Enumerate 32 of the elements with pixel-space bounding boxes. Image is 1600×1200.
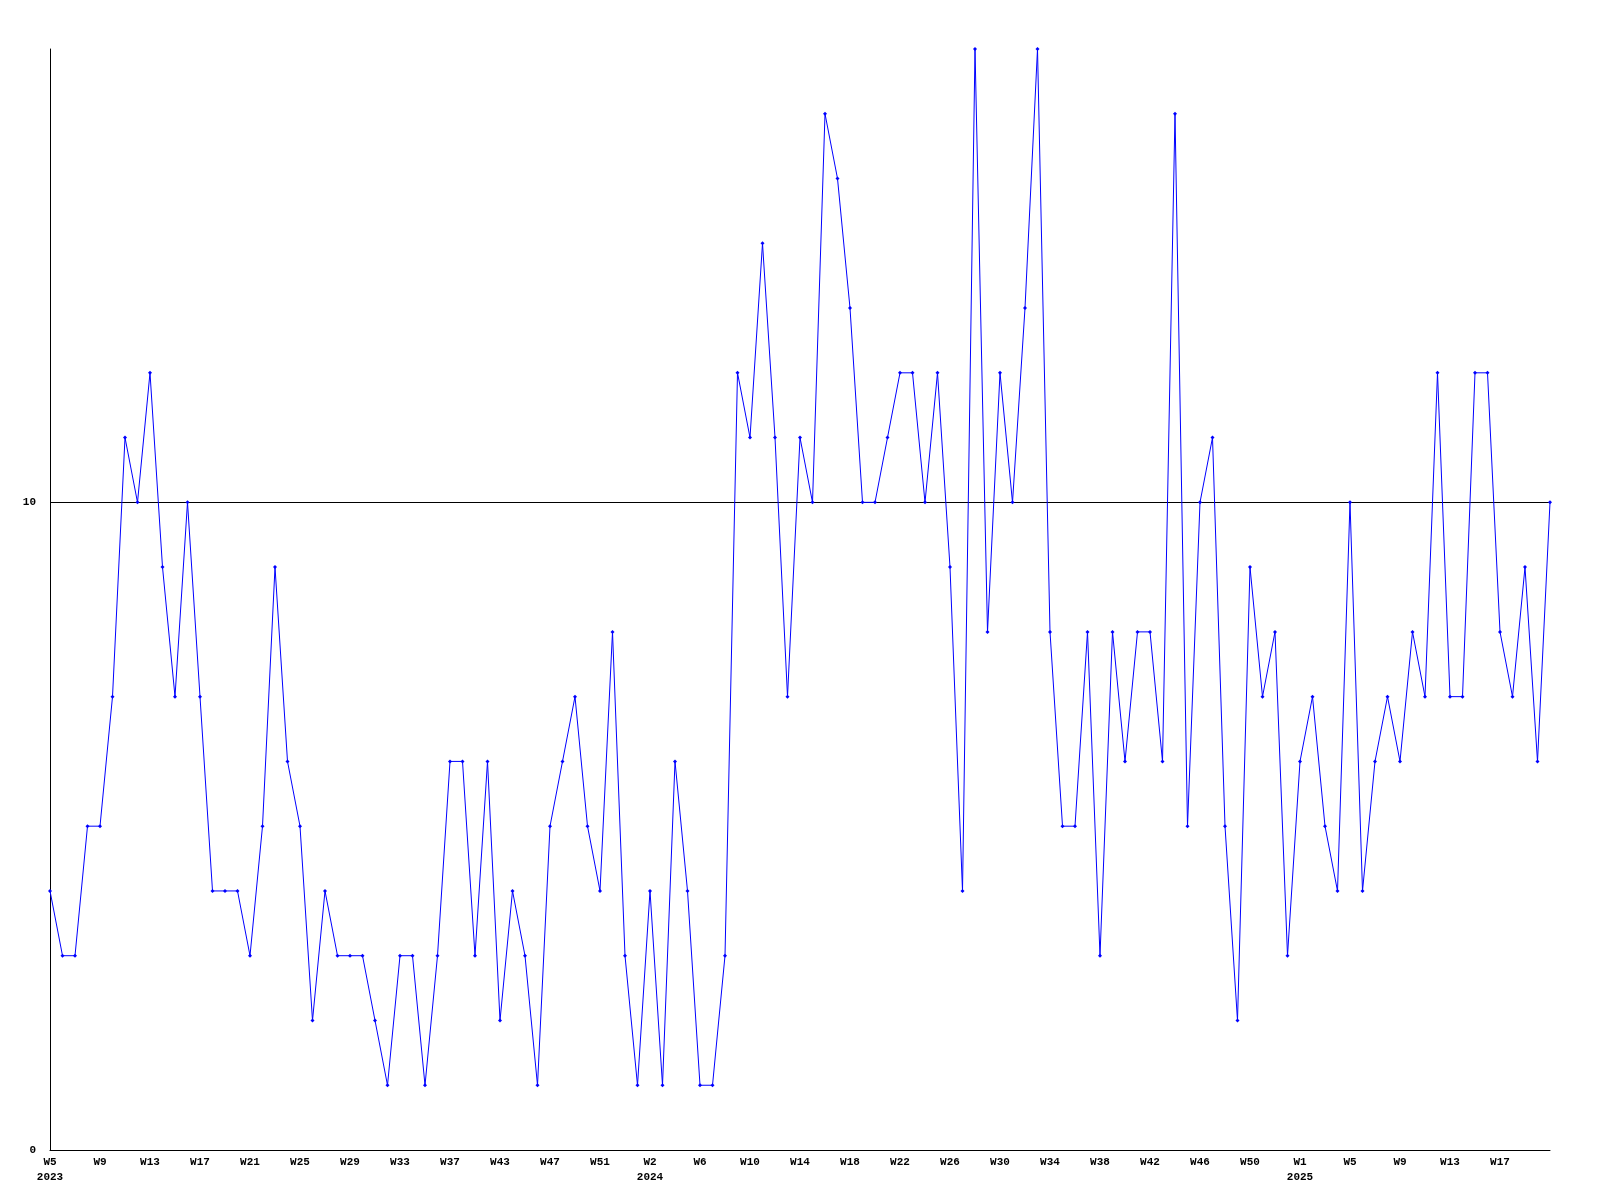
x-tick-label: W1 2025 xyxy=(1286,1155,1314,1183)
x-tick-label: W9 xyxy=(1393,1155,1407,1168)
x-tick-label: W5 xyxy=(1343,1155,1357,1168)
x-tick-label: W13 xyxy=(140,1155,161,1168)
x-tick-label: W33 xyxy=(390,1155,411,1168)
y-tick-label: 10 xyxy=(22,496,36,509)
x-tick-label: W25 xyxy=(290,1155,311,1168)
x-tick-label: W38 xyxy=(1090,1155,1111,1168)
x-tick-label: W51 xyxy=(590,1155,611,1168)
x-tick-label: W13 xyxy=(1440,1155,1461,1168)
x-tick-label: W43 xyxy=(490,1155,511,1168)
x-tick-label: W2 2024 xyxy=(636,1155,664,1183)
x-tick-label: W42 xyxy=(1140,1155,1160,1168)
x-tick-label: W50 xyxy=(1240,1155,1260,1168)
x-tick-label: W9 xyxy=(93,1155,107,1168)
x-tick-label: W46 xyxy=(1190,1155,1210,1168)
x-tick-label: W14 xyxy=(790,1155,811,1168)
x-tick-label: W34 xyxy=(1040,1155,1061,1168)
x-tick-label: W30 xyxy=(990,1155,1010,1168)
x-tick-label: W18 xyxy=(840,1155,861,1168)
x-tick-label: W29 xyxy=(340,1155,360,1168)
y-tick-label: 0 xyxy=(29,1144,36,1156)
x-tick-label: W6 xyxy=(693,1155,707,1168)
x-tick-label: W47 xyxy=(540,1155,560,1168)
x-tick-label: W17 xyxy=(1490,1155,1510,1168)
x-tick-label: W17 xyxy=(190,1155,210,1168)
x-tick-label: W37 xyxy=(440,1155,460,1168)
x-tick-label: W10 xyxy=(740,1155,760,1168)
x-tick-label: W26 xyxy=(940,1155,960,1168)
x-tick-label: W5 2023 xyxy=(36,1155,64,1183)
x-tick-label: W21 xyxy=(240,1155,261,1168)
x-tick-label: W22 xyxy=(890,1155,910,1168)
